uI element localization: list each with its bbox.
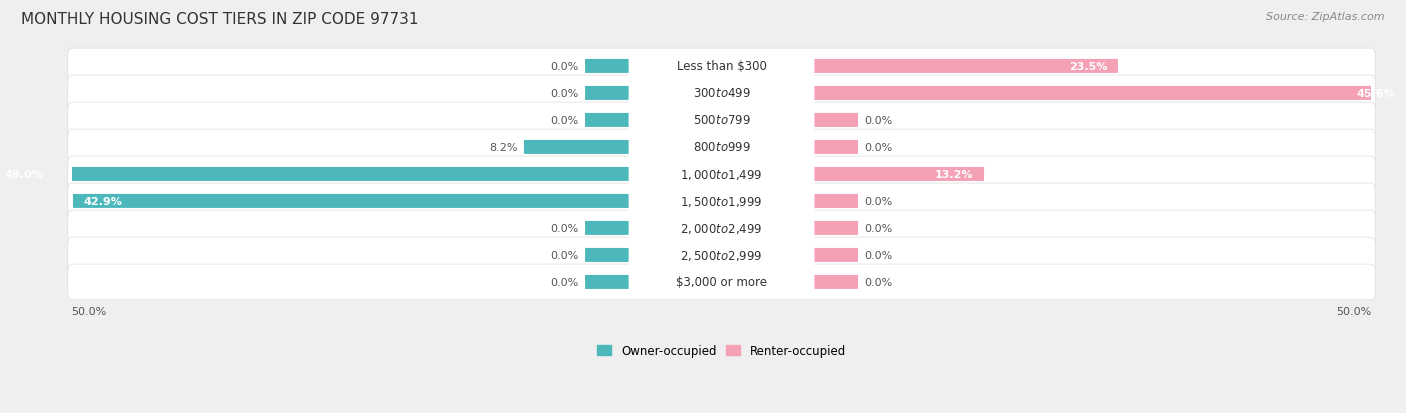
Text: 0.0%: 0.0% bbox=[550, 116, 578, 126]
FancyBboxPatch shape bbox=[628, 244, 814, 267]
Text: 50.0%: 50.0% bbox=[72, 306, 107, 316]
Text: $800 to $999: $800 to $999 bbox=[693, 141, 751, 154]
FancyBboxPatch shape bbox=[0, 168, 630, 181]
Text: 0.0%: 0.0% bbox=[865, 223, 893, 233]
FancyBboxPatch shape bbox=[67, 103, 1375, 138]
Text: Less than $300: Less than $300 bbox=[676, 60, 766, 73]
FancyBboxPatch shape bbox=[628, 190, 814, 213]
FancyBboxPatch shape bbox=[67, 237, 1375, 273]
Text: $2,500 to $2,999: $2,500 to $2,999 bbox=[681, 248, 763, 262]
FancyBboxPatch shape bbox=[67, 157, 1375, 192]
Text: $1,000 to $1,499: $1,000 to $1,499 bbox=[681, 168, 763, 181]
Text: 8.2%: 8.2% bbox=[489, 142, 517, 152]
FancyBboxPatch shape bbox=[73, 195, 630, 209]
Text: Source: ZipAtlas.com: Source: ZipAtlas.com bbox=[1267, 12, 1385, 22]
FancyBboxPatch shape bbox=[628, 55, 814, 78]
Text: 0.0%: 0.0% bbox=[550, 250, 578, 260]
FancyBboxPatch shape bbox=[813, 168, 984, 181]
FancyBboxPatch shape bbox=[585, 248, 630, 262]
Text: MONTHLY HOUSING COST TIERS IN ZIP CODE 97731: MONTHLY HOUSING COST TIERS IN ZIP CODE 9… bbox=[21, 12, 419, 27]
FancyBboxPatch shape bbox=[813, 140, 858, 154]
FancyBboxPatch shape bbox=[813, 195, 858, 209]
FancyBboxPatch shape bbox=[524, 140, 630, 154]
FancyBboxPatch shape bbox=[628, 109, 814, 132]
FancyBboxPatch shape bbox=[628, 82, 814, 105]
FancyBboxPatch shape bbox=[628, 163, 814, 186]
Text: 0.0%: 0.0% bbox=[865, 277, 893, 287]
FancyBboxPatch shape bbox=[813, 275, 858, 289]
FancyBboxPatch shape bbox=[585, 275, 630, 289]
FancyBboxPatch shape bbox=[67, 264, 1375, 300]
FancyBboxPatch shape bbox=[628, 136, 814, 159]
Text: $2,000 to $2,499: $2,000 to $2,499 bbox=[681, 221, 763, 235]
FancyBboxPatch shape bbox=[67, 184, 1375, 219]
Text: $500 to $799: $500 to $799 bbox=[693, 114, 751, 127]
FancyBboxPatch shape bbox=[813, 221, 858, 235]
Text: $3,000 or more: $3,000 or more bbox=[676, 276, 768, 289]
FancyBboxPatch shape bbox=[813, 114, 858, 128]
FancyBboxPatch shape bbox=[813, 60, 1118, 74]
Text: 0.0%: 0.0% bbox=[865, 197, 893, 206]
FancyBboxPatch shape bbox=[813, 87, 1405, 101]
Text: 0.0%: 0.0% bbox=[550, 223, 578, 233]
Text: 0.0%: 0.0% bbox=[865, 116, 893, 126]
Text: 42.9%: 42.9% bbox=[83, 197, 122, 206]
FancyBboxPatch shape bbox=[585, 114, 630, 128]
Text: 0.0%: 0.0% bbox=[865, 250, 893, 260]
FancyBboxPatch shape bbox=[585, 221, 630, 235]
FancyBboxPatch shape bbox=[67, 49, 1375, 85]
Text: 0.0%: 0.0% bbox=[550, 89, 578, 99]
Text: 50.0%: 50.0% bbox=[1336, 306, 1371, 316]
Text: 0.0%: 0.0% bbox=[550, 277, 578, 287]
FancyBboxPatch shape bbox=[67, 130, 1375, 165]
FancyBboxPatch shape bbox=[628, 217, 814, 240]
Text: $1,500 to $1,999: $1,500 to $1,999 bbox=[681, 195, 763, 209]
Text: 13.2%: 13.2% bbox=[935, 169, 974, 180]
Text: 0.0%: 0.0% bbox=[550, 62, 578, 72]
FancyBboxPatch shape bbox=[813, 248, 858, 262]
Text: $300 to $499: $300 to $499 bbox=[693, 87, 751, 100]
Text: 0.0%: 0.0% bbox=[865, 142, 893, 152]
FancyBboxPatch shape bbox=[585, 60, 630, 74]
FancyBboxPatch shape bbox=[628, 271, 814, 294]
Text: 49.0%: 49.0% bbox=[4, 169, 42, 180]
Text: 23.5%: 23.5% bbox=[1069, 62, 1108, 72]
Text: 45.6%: 45.6% bbox=[1355, 89, 1395, 99]
Legend: Owner-occupied, Renter-occupied: Owner-occupied, Renter-occupied bbox=[592, 339, 851, 362]
FancyBboxPatch shape bbox=[585, 87, 630, 101]
FancyBboxPatch shape bbox=[67, 76, 1375, 112]
FancyBboxPatch shape bbox=[67, 211, 1375, 246]
